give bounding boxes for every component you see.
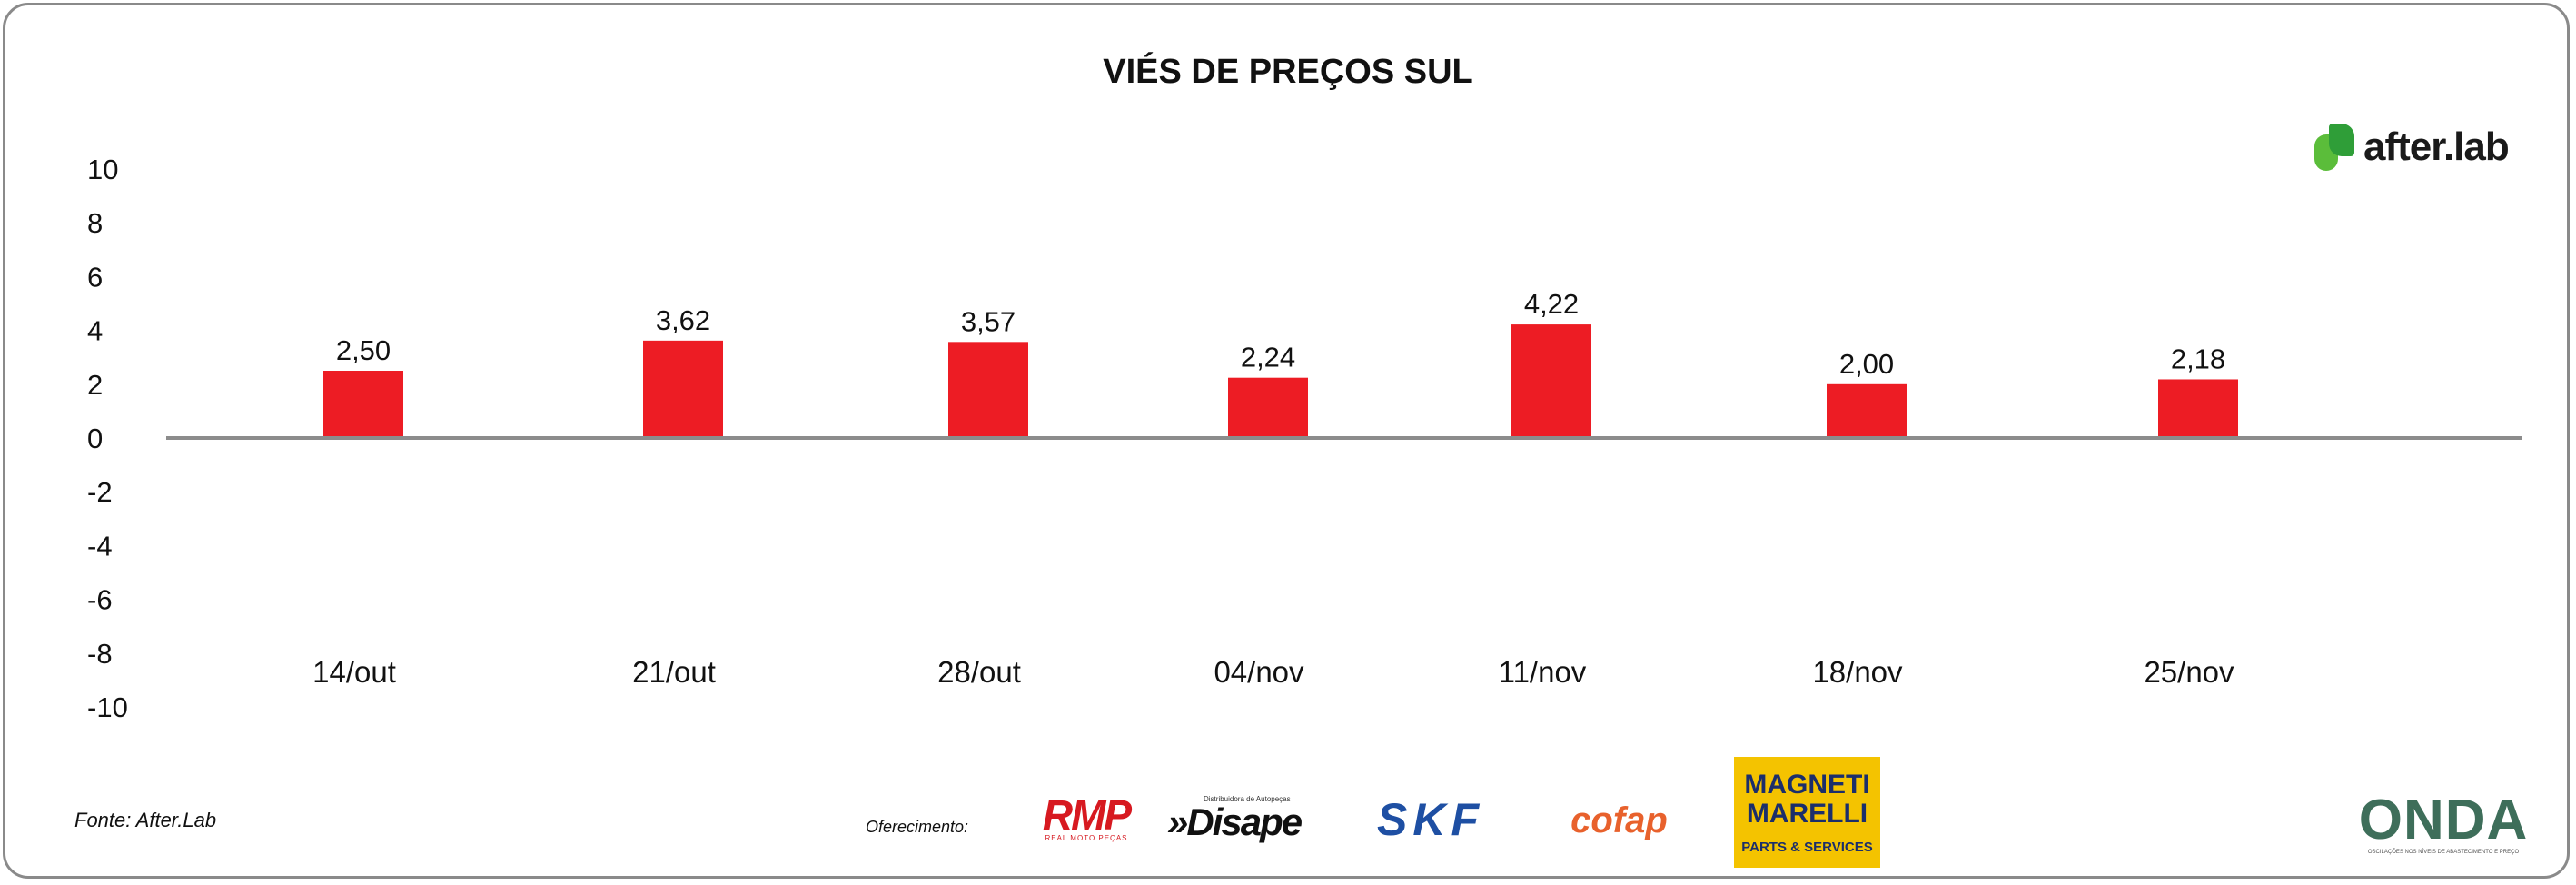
chart-frame: [3, 3, 2570, 879]
y-tick-label: -10: [87, 691, 128, 723]
x-category-label: 25/nov: [2144, 655, 2234, 689]
bar-value-label: 2,50: [336, 334, 391, 366]
bar-value-label: 2,00: [1839, 348, 1894, 380]
magneti-marelli-logo: MAGNETI MARELLI PARTS & SERVICES: [1734, 757, 1880, 868]
magneti-logo-line1: MAGNETI: [1744, 769, 1870, 800]
magneti-logo-tagline: PARTS & SERVICES: [1741, 839, 1873, 855]
bar-value-label: 2,24: [1241, 342, 1295, 373]
x-category-label: 18/nov: [1812, 655, 1903, 689]
chart-title: VIÉS DE PREÇOS SUL: [1103, 53, 1473, 91]
x-category-label: 11/nov: [1499, 655, 1587, 689]
bar: [1827, 383, 1907, 438]
y-tick-label: -2: [87, 476, 113, 508]
y-tick-label: 8: [87, 207, 103, 239]
disape-logo-text: »Disape: [1167, 800, 1303, 843]
x-category-label: 04/nov: [1214, 655, 1304, 689]
y-tick-label: 10: [87, 154, 118, 185]
y-tick-label: 4: [87, 315, 103, 347]
y-tick-label: 2: [87, 369, 103, 401]
x-category-label: 28/out: [937, 655, 1021, 689]
bar-value-label: 2,18: [2171, 343, 2225, 374]
y-tick-label: -6: [87, 584, 113, 616]
rmp-logo: RMP REAL MOTO PEÇAS: [1026, 791, 1146, 842]
bar: [1511, 324, 1591, 438]
disape-logo-tagline: Distribuidora de Autopeças: [1204, 794, 1291, 803]
x-category-label: 21/out: [632, 655, 716, 689]
afterlab-leaf-icon: [2314, 124, 2354, 171]
onda-logo-tagline: OSCILAÇÕES NOS NÍVEIS DE ABASTECIMENTO E…: [2367, 850, 2520, 855]
afterlab-logo-text: after.lab: [2363, 124, 2510, 169]
bar-value-label: 3,62: [656, 304, 710, 336]
rmp-logo-text: RMP: [1042, 791, 1132, 839]
afterlab-logo: after.lab: [2314, 120, 2510, 174]
y-tick-label: 0: [87, 423, 103, 454]
skf-logo: SKF: [1344, 794, 1517, 845]
bar: [643, 340, 723, 438]
skf-logo-text: SKF: [1377, 794, 1484, 845]
cofap-logo: cofap: [1535, 800, 1703, 841]
onda-logo: ONDA OSCILAÇÕES NOS NÍVEIS DE ABASTECIME…: [2348, 787, 2539, 860]
y-tick-label: -8: [87, 638, 113, 670]
bar: [323, 371, 403, 438]
bar-value-label: 3,57: [961, 305, 1016, 337]
bar: [1228, 377, 1308, 438]
magneti-logo-line2: MARELLI: [1746, 798, 1868, 829]
bar: [2158, 379, 2238, 438]
y-tick-label: 6: [87, 261, 103, 293]
cofap-logo-text: cofap: [1570, 800, 1668, 840]
source-note: Fonte: After.Lab: [74, 809, 217, 831]
y-tick-label: -4: [87, 530, 113, 562]
onda-logo-text: ONDA: [2358, 789, 2529, 851]
bar: [948, 342, 1028, 438]
rmp-logo-tagline: REAL MOTO PEÇAS: [1045, 833, 1128, 842]
disape-logo: Distribuidora de Autopeças »Disape: [1167, 792, 1326, 843]
bar-value-label: 4,22: [1524, 288, 1579, 320]
x-category-label: 14/out: [312, 655, 396, 689]
offer-label: Oferecimento:: [866, 818, 969, 836]
